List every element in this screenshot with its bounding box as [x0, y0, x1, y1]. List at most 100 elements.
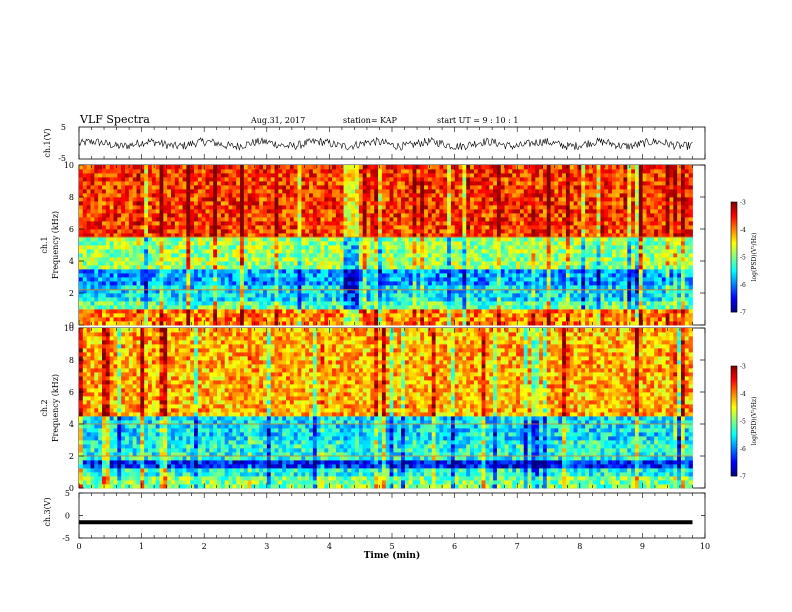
spectrogram-cell	[197, 253, 203, 258]
spectrogram-cell	[339, 253, 344, 258]
spectrogram-cell	[351, 249, 356, 254]
spectrogram-cell	[240, 317, 245, 322]
spectrogram-cell	[167, 277, 172, 282]
spectrogram-cell	[312, 169, 318, 174]
spectrogram-cell	[454, 281, 459, 286]
spectrogram-cell	[174, 217, 180, 222]
spectrogram-cell	[404, 305, 410, 310]
spectrogram-cell	[531, 245, 536, 250]
spectrogram-cell	[197, 209, 203, 214]
spectrogram-cell	[347, 181, 352, 186]
spectrogram-cell	[378, 197, 383, 202]
spectrogram-cell	[462, 213, 467, 218]
spectrogram-cell	[251, 241, 256, 246]
spectrogram-cell	[90, 273, 95, 278]
spectrogram-cell	[516, 221, 521, 226]
spectrogram-cell	[282, 169, 287, 174]
spectrogram-cell	[140, 169, 145, 174]
spectrogram-cell	[259, 277, 264, 282]
spectrogram-cell	[427, 241, 433, 246]
spectrogram-cell	[374, 305, 379, 310]
spectrogram-cell	[420, 321, 425, 326]
spectrogram-cell	[282, 173, 287, 178]
spectrogram-cell	[297, 289, 302, 294]
spectrogram-cell	[335, 177, 341, 182]
spectrogram-cell	[320, 177, 325, 182]
spectrogram-cell	[113, 205, 118, 210]
spectrogram-cell	[324, 173, 329, 178]
spectrogram-cell	[470, 301, 475, 306]
spectrogram-cell	[519, 277, 525, 282]
spectrogram-cell	[186, 225, 191, 230]
spectrogram-cell	[351, 181, 356, 186]
spectrogram-cell	[427, 185, 433, 190]
spectrogram-cell	[397, 189, 402, 194]
spectrogram-cell	[496, 269, 502, 274]
spectrogram-cell	[94, 221, 99, 226]
spectrogram-cell	[508, 193, 513, 198]
spectrogram-cell	[358, 309, 364, 314]
spectrogram-cell	[519, 297, 525, 302]
spectrogram-cell	[320, 165, 325, 170]
spectrogram-cell	[424, 209, 429, 214]
spectrogram-cell	[320, 309, 325, 314]
spectrogram-cell	[266, 201, 272, 206]
spectrogram-cell	[282, 217, 287, 222]
spectrogram-cell	[266, 273, 272, 278]
spectrogram-cell	[489, 237, 494, 242]
spectrogram-cell	[393, 197, 398, 202]
spectrogram-cell	[500, 313, 505, 318]
spectrogram-cell	[128, 297, 134, 302]
spectrogram-cell	[232, 221, 237, 226]
spectrogram-cell	[516, 181, 521, 186]
spectrogram-cell	[378, 321, 383, 326]
spectrogram-cell	[539, 269, 544, 274]
spectrogram-cell	[335, 217, 341, 222]
spectrogram-cell	[397, 269, 402, 274]
spectrogram-cell	[140, 197, 145, 202]
spectrogram-cell	[404, 213, 410, 218]
spectrogram-cell	[374, 169, 379, 174]
spectrogram-cell	[151, 249, 157, 254]
spectrogram-cell	[424, 165, 429, 170]
spectrogram-cell	[128, 241, 134, 246]
spectrogram-cell	[527, 301, 532, 306]
spectrogram-cell	[473, 201, 479, 206]
spectrogram-cell	[105, 273, 111, 278]
spectrogram-cell	[109, 201, 114, 206]
spectrogram-cell	[240, 265, 245, 270]
spectrogram-cell	[90, 257, 95, 262]
spectrogram-cell	[163, 317, 168, 322]
spectrogram-cell	[424, 281, 429, 286]
spectrogram-cell	[393, 201, 398, 206]
spectrogram-cell	[439, 245, 444, 250]
spectrogram-cell	[182, 257, 187, 262]
spectrogram-cell	[335, 165, 341, 170]
spectrogram-cell	[270, 177, 275, 182]
spectrogram-cell	[178, 201, 183, 206]
spectrogram-cell	[512, 269, 517, 274]
spectrogram-cell	[79, 173, 84, 178]
spectrogram-cell	[504, 189, 509, 194]
spectrogram-cell	[500, 165, 505, 170]
spectrogram-cell	[132, 293, 137, 298]
spectrogram-cell	[500, 305, 505, 310]
spectrogram-cell	[408, 277, 413, 282]
spectrogram-cell	[489, 233, 494, 238]
spectrogram-cell	[98, 321, 103, 326]
spectrogram-cell	[420, 213, 425, 218]
spectrogram-cell	[404, 285, 410, 290]
spectrogram-cell	[508, 301, 513, 306]
spectrogram-cell	[516, 197, 521, 202]
spectrogram-cell	[274, 289, 279, 294]
spectrogram-cell	[508, 233, 513, 238]
spectrogram-cell	[516, 165, 521, 170]
spectrogram-cell	[404, 169, 410, 174]
spectrogram-cell	[554, 321, 559, 326]
spectrogram-cell	[320, 253, 325, 258]
spectrogram-cell	[309, 185, 314, 190]
spectrogram-cell	[316, 313, 321, 318]
spectrogram-cell	[339, 221, 344, 226]
spectrogram-cell	[381, 177, 387, 182]
spectrogram-cell	[243, 265, 249, 270]
